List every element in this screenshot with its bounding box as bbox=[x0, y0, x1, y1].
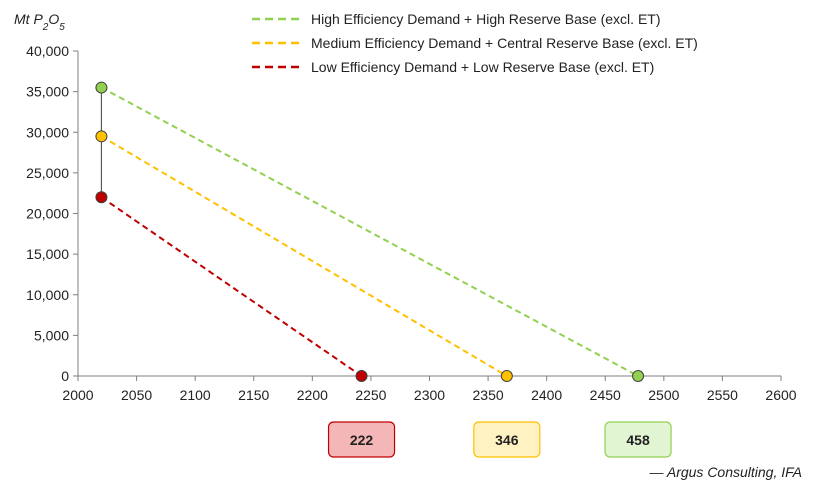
y-tick-label: 15,000 bbox=[26, 246, 69, 262]
x-tick-label: 2600 bbox=[765, 387, 796, 403]
legend: High Efficiency Demand + High Reserve Ba… bbox=[252, 11, 698, 75]
x-tick-label: 2050 bbox=[121, 387, 152, 403]
x-tick-label: 2350 bbox=[473, 387, 504, 403]
data-point bbox=[500, 370, 513, 382]
x-tick-label: 2500 bbox=[648, 387, 679, 403]
data-point bbox=[95, 81, 108, 94]
x-tick-label: 2400 bbox=[531, 387, 562, 403]
legend-label: Low Efficiency Demand + Low Reserve Base… bbox=[311, 59, 654, 75]
badge-label: 458 bbox=[626, 432, 650, 448]
y-axis-label: Mt P2O5 bbox=[14, 11, 65, 33]
data-point bbox=[355, 370, 368, 382]
legend-label: High Efficiency Demand + High Reserve Ba… bbox=[311, 11, 661, 27]
source-note: — Argus Consulting, IFA bbox=[649, 464, 802, 480]
x-tick-label: 2100 bbox=[180, 387, 211, 403]
y-tick-label: 5,000 bbox=[34, 327, 69, 343]
x-tick-label: 2250 bbox=[355, 387, 386, 403]
y-tick-label: 20,000 bbox=[26, 206, 69, 222]
y-tick-label: 0 bbox=[61, 368, 69, 384]
series-line-2 bbox=[100, 196, 363, 377]
y-tick-label: 30,000 bbox=[26, 124, 69, 140]
badge-label: 346 bbox=[495, 432, 519, 448]
y-tick-label: 40,000 bbox=[26, 43, 69, 59]
data-point bbox=[95, 130, 108, 143]
axes: 0 5,000 10,000 15,000 20,000 25,000 30,000 35,0… bbox=[26, 43, 797, 403]
badge-label: 222 bbox=[350, 432, 374, 448]
x-tick-label: 2200 bbox=[297, 387, 328, 403]
y-tick-label: 25,000 bbox=[26, 165, 69, 181]
plot-area bbox=[95, 81, 645, 382]
value-badge bbox=[473, 421, 541, 458]
legend-label: Medium Efficiency Demand + Central Reser… bbox=[311, 35, 698, 51]
x-tick-label: 2550 bbox=[707, 387, 738, 403]
y-tick-label: 35,000 bbox=[26, 84, 69, 100]
x-tick-label: 2150 bbox=[238, 387, 269, 403]
data-point bbox=[632, 370, 645, 382]
x-tick-label: 2450 bbox=[590, 387, 621, 403]
series-line-1 bbox=[100, 135, 508, 377]
data-point bbox=[95, 191, 108, 204]
y-tick-label: 10,000 bbox=[26, 287, 69, 303]
series-line-0 bbox=[100, 86, 639, 377]
x-tick-label: 2000 bbox=[62, 387, 93, 403]
x-tick-label: 2300 bbox=[414, 387, 445, 403]
badges: 222 346 458 bbox=[327, 421, 672, 458]
value-badge bbox=[604, 421, 672, 458]
value-badge bbox=[327, 421, 396, 458]
